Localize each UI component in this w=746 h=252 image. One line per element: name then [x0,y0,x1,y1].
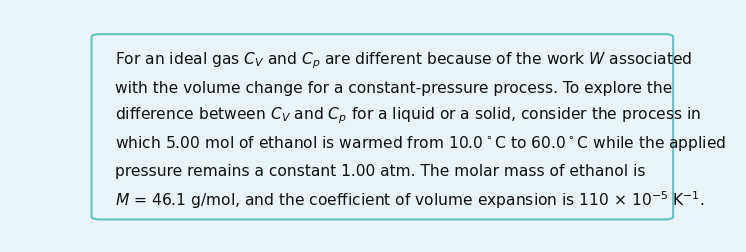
Text: which 5.00 mol of ethanol is warmed from 10.0$^\circ$C to 60.0$^\circ$C while th: which 5.00 mol of ethanol is warmed from… [115,134,727,153]
Text: difference between $\mathit{C}_\mathit{V}$ and $\mathit{C}_\mathit{p}$ for a liq: difference between $\mathit{C}_\mathit{V… [115,106,701,126]
FancyBboxPatch shape [92,34,673,219]
Text: For an ideal gas $\mathit{C}_\mathit{V}$ and $\mathit{C}_\mathit{p}$ are differe: For an ideal gas $\mathit{C}_\mathit{V}$… [115,50,692,71]
Text: with the volume change for a constant-pressure process. To explore the: with the volume change for a constant-pr… [115,81,673,96]
Text: pressure remains a constant 1.00 atm. The molar mass of ethanol is: pressure remains a constant 1.00 atm. Th… [115,164,646,179]
Text: $\mathit{M}$ = 46.1 g/mol, and the coefficient of volume expansion is 110 $\time: $\mathit{M}$ = 46.1 g/mol, and the coeff… [115,189,705,211]
